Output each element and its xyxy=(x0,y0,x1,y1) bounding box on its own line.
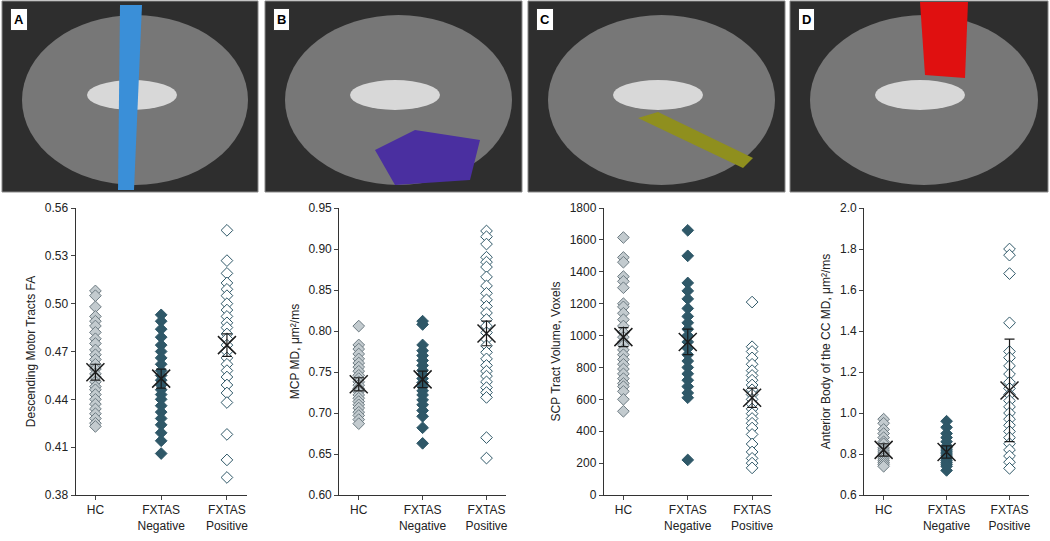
svg-text:FXTASNegative: FXTASNegative xyxy=(399,503,447,533)
svg-text:1.0: 1.0 xyxy=(840,406,857,420)
svg-text:FXTASPositive: FXTASPositive xyxy=(465,503,507,533)
svg-text:B: B xyxy=(277,12,286,27)
svg-text:0.47: 0.47 xyxy=(45,345,69,359)
svg-text:C: C xyxy=(540,12,550,27)
svg-text:SCP Tract Volume, Voxels: SCP Tract Volume, Voxels xyxy=(549,282,563,422)
svg-text:MCP MD, μm²/ms: MCP MD, μm²/ms xyxy=(288,304,302,399)
svg-text:FXTASNegative: FXTASNegative xyxy=(137,503,185,533)
svg-text:HC: HC xyxy=(615,503,633,517)
svg-text:0: 0 xyxy=(590,488,597,502)
svg-text:0.65: 0.65 xyxy=(308,447,332,461)
svg-text:0.70: 0.70 xyxy=(308,406,332,420)
svg-text:0.80: 0.80 xyxy=(308,324,332,338)
svg-text:0.53: 0.53 xyxy=(45,249,69,263)
svg-text:1400: 1400 xyxy=(570,265,597,279)
svg-text:HC: HC xyxy=(87,503,105,517)
svg-text:HC: HC xyxy=(350,503,368,517)
svg-text:0.41: 0.41 xyxy=(45,440,69,454)
svg-text:FXTASPositive: FXTASPositive xyxy=(731,503,773,533)
svg-text:0.90: 0.90 xyxy=(308,242,332,256)
svg-text:A: A xyxy=(14,12,24,27)
svg-text:FXTASPositive: FXTASPositive xyxy=(206,503,248,533)
svg-text:1600: 1600 xyxy=(570,233,597,247)
svg-text:1.6: 1.6 xyxy=(840,283,857,297)
svg-text:0.38: 0.38 xyxy=(45,488,69,502)
svg-text:1.4: 1.4 xyxy=(840,324,857,338)
svg-text:FXTASNegative: FXTASNegative xyxy=(923,503,971,533)
svg-text:0.60: 0.60 xyxy=(308,488,332,502)
svg-text:1000: 1000 xyxy=(570,329,597,343)
svg-text:Anterior Body of the CC MD, μm: Anterior Body of the CC MD, μm²/ms xyxy=(819,254,833,450)
svg-text:0.8: 0.8 xyxy=(840,447,857,461)
svg-text:1.8: 1.8 xyxy=(840,242,857,256)
svg-text:0.44: 0.44 xyxy=(45,393,69,407)
svg-text:0.50: 0.50 xyxy=(45,297,69,311)
svg-text:FXTASNegative: FXTASNegative xyxy=(664,503,712,533)
svg-text:800: 800 xyxy=(576,361,596,375)
svg-text:1200: 1200 xyxy=(570,297,597,311)
svg-text:0.75: 0.75 xyxy=(308,365,332,379)
svg-text:Descending Motor Tracts FA: Descending Motor Tracts FA xyxy=(24,276,38,427)
svg-text:D: D xyxy=(802,12,811,27)
svg-text:0.95: 0.95 xyxy=(308,201,332,215)
svg-text:1.2: 1.2 xyxy=(840,365,857,379)
svg-text:0.85: 0.85 xyxy=(308,283,332,297)
svg-text:1800: 1800 xyxy=(570,201,597,215)
svg-text:0.56: 0.56 xyxy=(45,201,69,215)
svg-text:HC: HC xyxy=(875,503,893,517)
svg-text:2.0: 2.0 xyxy=(840,201,857,215)
svg-text:200: 200 xyxy=(576,456,596,470)
svg-text:400: 400 xyxy=(576,424,596,438)
svg-text:600: 600 xyxy=(576,393,596,407)
svg-text:FXTASPositive: FXTASPositive xyxy=(988,503,1030,533)
svg-text:0.6: 0.6 xyxy=(840,488,857,502)
